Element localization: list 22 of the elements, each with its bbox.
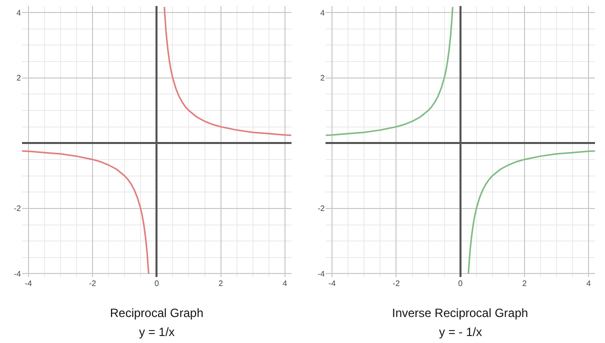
- x-tick-label: -2: [392, 279, 400, 288]
- x-tick-label: 4: [282, 279, 288, 288]
- x-tick-label: -4: [24, 279, 33, 288]
- x-tick-label: 4: [586, 279, 592, 288]
- x-tick-label: 2: [218, 279, 224, 288]
- text: y = 1/x: [139, 325, 175, 339]
- y-tick-label: 4: [320, 8, 326, 18]
- y-tick-label: -4: [14, 270, 22, 279]
- y-tick-label: 2: [320, 74, 326, 83]
- y-tick-label: 2: [16, 74, 22, 83]
- y-tick-label: 4: [16, 8, 22, 18]
- y-tick-label: -2: [318, 204, 326, 214]
- x-tick-label: -2: [88, 279, 97, 288]
- text: Inverse Reciprocal Graph: [392, 306, 528, 320]
- y-tick-label: -4: [318, 270, 326, 279]
- text: y = - 1/x: [439, 325, 482, 339]
- x-tick-label: 0: [154, 279, 160, 288]
- y-tick-label: -2: [14, 204, 22, 214]
- x-tick-label: -4: [328, 279, 336, 288]
- text: Reciprocal Graph: [110, 306, 204, 320]
- x-tick-label: 0: [458, 279, 464, 288]
- x-tick-label: 2: [522, 279, 528, 288]
